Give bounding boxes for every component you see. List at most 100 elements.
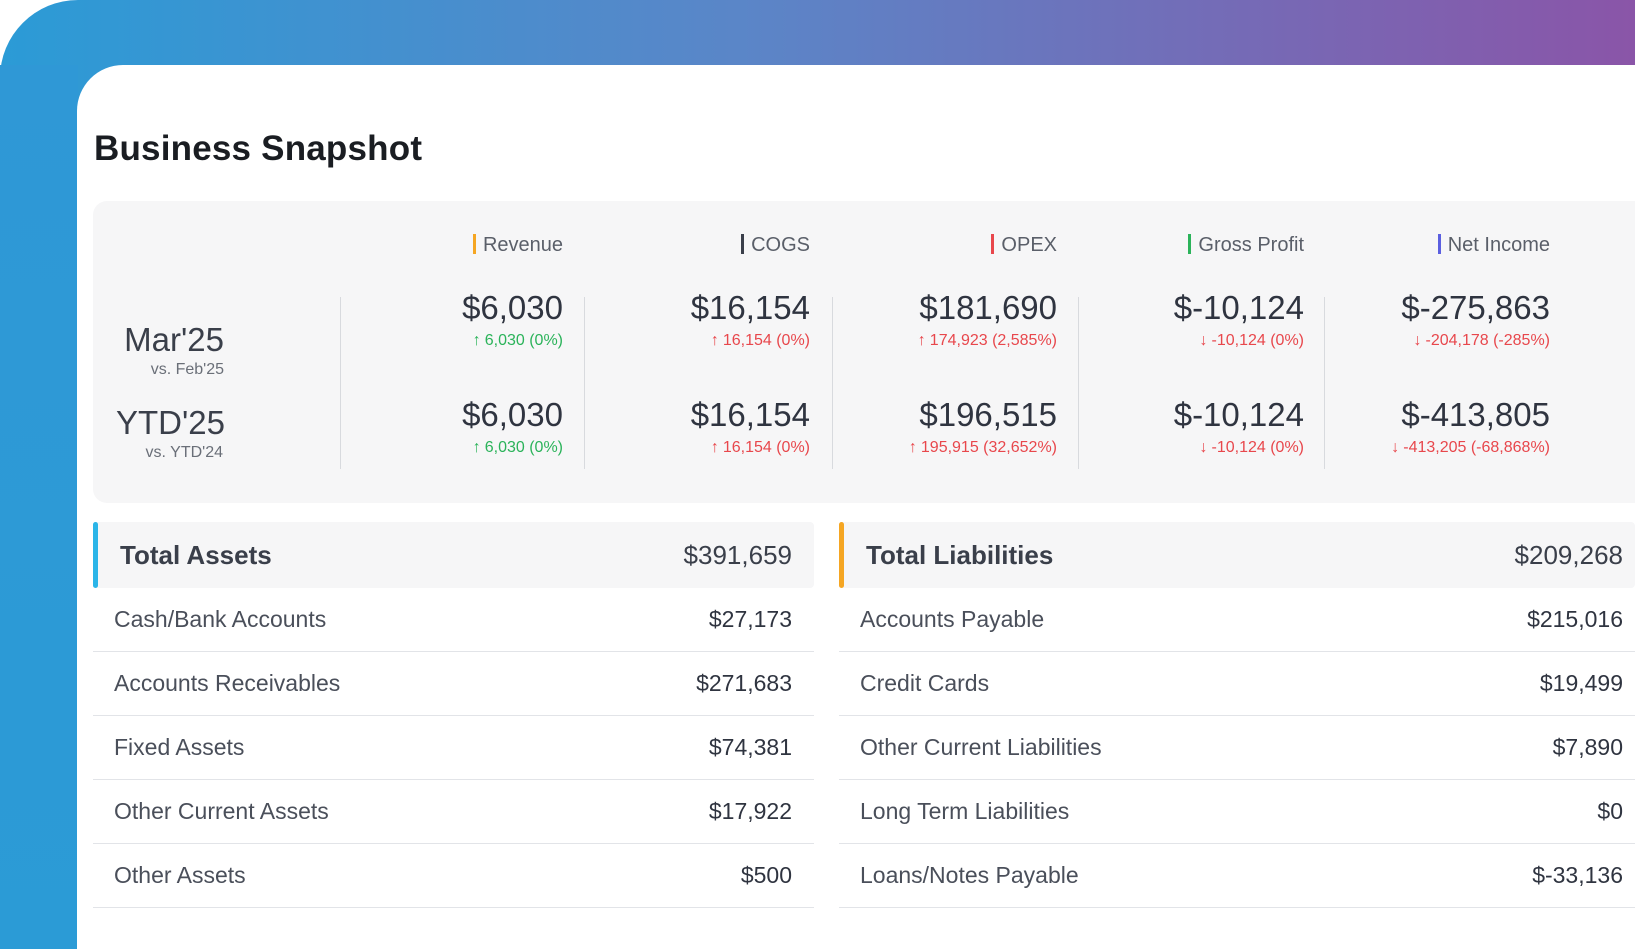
arrow-up-icon: ↑	[710, 439, 719, 456]
liability-row-value: $215,016	[1527, 606, 1623, 632]
column-divider	[832, 297, 833, 469]
liabilities-total-amount: $209,268	[1514, 540, 1623, 570]
legend-color-bar	[1437, 234, 1441, 254]
asset-row-label: Cash/Bank Accounts	[114, 606, 327, 632]
metric-label: COGS	[751, 234, 810, 256]
legend-color-bar	[1188, 234, 1192, 254]
metric-header[interactable]: Revenue	[472, 234, 563, 257]
metric-label: Net Income	[1447, 234, 1550, 256]
period-ytd: YTD'25 vs. YTD'24	[93, 404, 253, 462]
metric-delta: ↑ 16,154 (0%)	[711, 439, 810, 457]
liability-row-value: $-33,136	[1532, 862, 1623, 888]
legend-color-bar	[741, 234, 745, 254]
metric-header[interactable]: COGS	[741, 234, 810, 257]
kpi-card: Mar'25 vs. Feb'25 YTD'25 vs. YTD'24 Reve…	[93, 201, 1635, 503]
asset-row[interactable]: Other Current Assets $17,922	[93, 780, 814, 844]
liability-row-label: Long Term Liabilities	[860, 798, 1070, 824]
assets-section: Total Assets $391,659 Cash/Bank Accounts…	[93, 522, 814, 908]
liability-row-value: $19,499	[1539, 670, 1623, 696]
arrow-down-icon: ↓	[1199, 332, 1208, 349]
asset-row[interactable]: Other Assets $500	[93, 844, 814, 908]
asset-row-label: Other Current Assets	[114, 798, 329, 824]
arrow-up-icon: ↑	[917, 332, 926, 349]
metric-delta: ↓ -204,178 (-285%)	[1413, 332, 1550, 350]
metric-header[interactable]: Net Income	[1437, 234, 1550, 257]
metric-value: $16,154	[690, 396, 810, 433]
assets-accent-bar	[93, 522, 98, 588]
liability-row-value: $7,890	[1552, 734, 1623, 760]
metric-delta: ↓ -10,124 (0%)	[1200, 332, 1305, 350]
asset-row[interactable]: Fixed Assets $74,381	[93, 716, 814, 780]
liability-row-label: Loans/Notes Payable	[860, 862, 1079, 888]
period-name: Mar'25	[124, 321, 224, 358]
asset-row-label: Fixed Assets	[114, 734, 245, 760]
metric-label: Gross Profit	[1198, 234, 1304, 256]
liabilities-accent-bar	[839, 522, 844, 588]
liabilities-section: Total Liabilities $209,268 Accounts Paya…	[839, 522, 1635, 908]
metric-delta: ↑ 174,923 (2,585%)	[918, 332, 1057, 350]
period-comparison: vs. Feb'25	[150, 361, 224, 378]
arrow-up-icon: ↑	[710, 332, 719, 349]
period-current: Mar'25 vs. Feb'25	[93, 321, 253, 379]
metric-delta: ↑ 6,030 (0%)	[473, 332, 563, 350]
metric-header[interactable]: Gross Profit	[1188, 234, 1304, 257]
arrow-down-icon: ↓	[1199, 439, 1208, 456]
period-name: YTD'25	[115, 404, 225, 441]
delta-text: -413,205 (-68,868%)	[1403, 439, 1550, 456]
asset-row[interactable]: Cash/Bank Accounts $27,173	[93, 588, 814, 652]
liability-row-value: $0	[1597, 798, 1623, 824]
liability-row[interactable]: Credit Cards $19,499	[839, 652, 1635, 716]
asset-row-label: Other Assets	[114, 862, 246, 888]
metric-delta: ↑ 195,915 (32,652%)	[909, 439, 1057, 457]
arrow-down-icon: ↓	[1413, 332, 1422, 349]
metric-label: OPEX	[1001, 234, 1057, 256]
metric-value: $-10,124	[1173, 289, 1304, 326]
page-title: Business Snapshot	[94, 129, 423, 168]
period-comparison: vs. YTD'24	[145, 444, 223, 461]
delta-text: 174,923 (2,585%)	[929, 332, 1057, 349]
legend-color-bar	[472, 234, 476, 254]
asset-row-value: $74,381	[708, 734, 792, 760]
liabilities-header[interactable]: Total Liabilities $209,268	[839, 522, 1635, 588]
column-divider	[1078, 297, 1079, 469]
asset-row-value: $500	[740, 862, 792, 888]
delta-text: 195,915 (32,652%)	[920, 439, 1057, 456]
assets-total-label: Total Assets	[120, 540, 272, 570]
metric-delta: ↓ -10,124 (0%)	[1200, 439, 1305, 457]
metric-value: $-10,124	[1173, 396, 1304, 433]
asset-row-value: $271,683	[696, 670, 792, 696]
liability-row[interactable]: Long Term Liabilities $0	[839, 780, 1635, 844]
arrow-up-icon: ↑	[472, 439, 481, 456]
column-divider	[1324, 297, 1325, 469]
metric-label: Revenue	[482, 234, 563, 256]
arrow-up-icon: ↑	[908, 439, 917, 456]
delta-text: -204,178 (-285%)	[1425, 332, 1550, 349]
liability-row-label: Other Current Liabilities	[860, 734, 1102, 760]
liability-row-label: Accounts Payable	[860, 606, 1045, 632]
delta-text: 6,030 (0%)	[484, 439, 563, 456]
asset-row-value: $17,922	[708, 798, 792, 824]
delta-text: 16,154 (0%)	[722, 332, 810, 349]
liability-row-label: Credit Cards	[860, 670, 990, 696]
metric-header[interactable]: OPEX	[991, 234, 1057, 257]
metric-value: $-413,805	[1401, 396, 1550, 433]
metric-delta: ↑ 16,154 (0%)	[711, 332, 810, 350]
delta-text: 16,154 (0%)	[722, 439, 810, 456]
metric-delta: ↓ -413,205 (-68,868%)	[1391, 439, 1550, 457]
arrow-up-icon: ↑	[472, 332, 481, 349]
liability-row[interactable]: Accounts Payable $215,016	[839, 588, 1635, 652]
assets-header[interactable]: Total Assets $391,659	[93, 522, 814, 588]
metric-value: $6,030	[462, 289, 563, 326]
column-divider	[584, 297, 585, 469]
asset-row[interactable]: Accounts Receivables $271,683	[93, 652, 814, 716]
liability-row[interactable]: Other Current Liabilities $7,890	[839, 716, 1635, 780]
liability-row[interactable]: Loans/Notes Payable $-33,136	[839, 844, 1635, 908]
metric-value: $-275,863	[1401, 289, 1550, 326]
arrow-down-icon: ↓	[1391, 439, 1400, 456]
metric-value: $16,154	[690, 289, 810, 326]
asset-row-value: $27,173	[708, 606, 792, 632]
dashboard-panel: Business Snapshot Mar'25 vs. Feb'25 YTD'…	[77, 65, 1635, 949]
metric-value: $196,515	[919, 396, 1057, 433]
delta-text: -10,124 (0%)	[1211, 439, 1305, 456]
asset-row-label: Accounts Receivables	[114, 670, 341, 696]
